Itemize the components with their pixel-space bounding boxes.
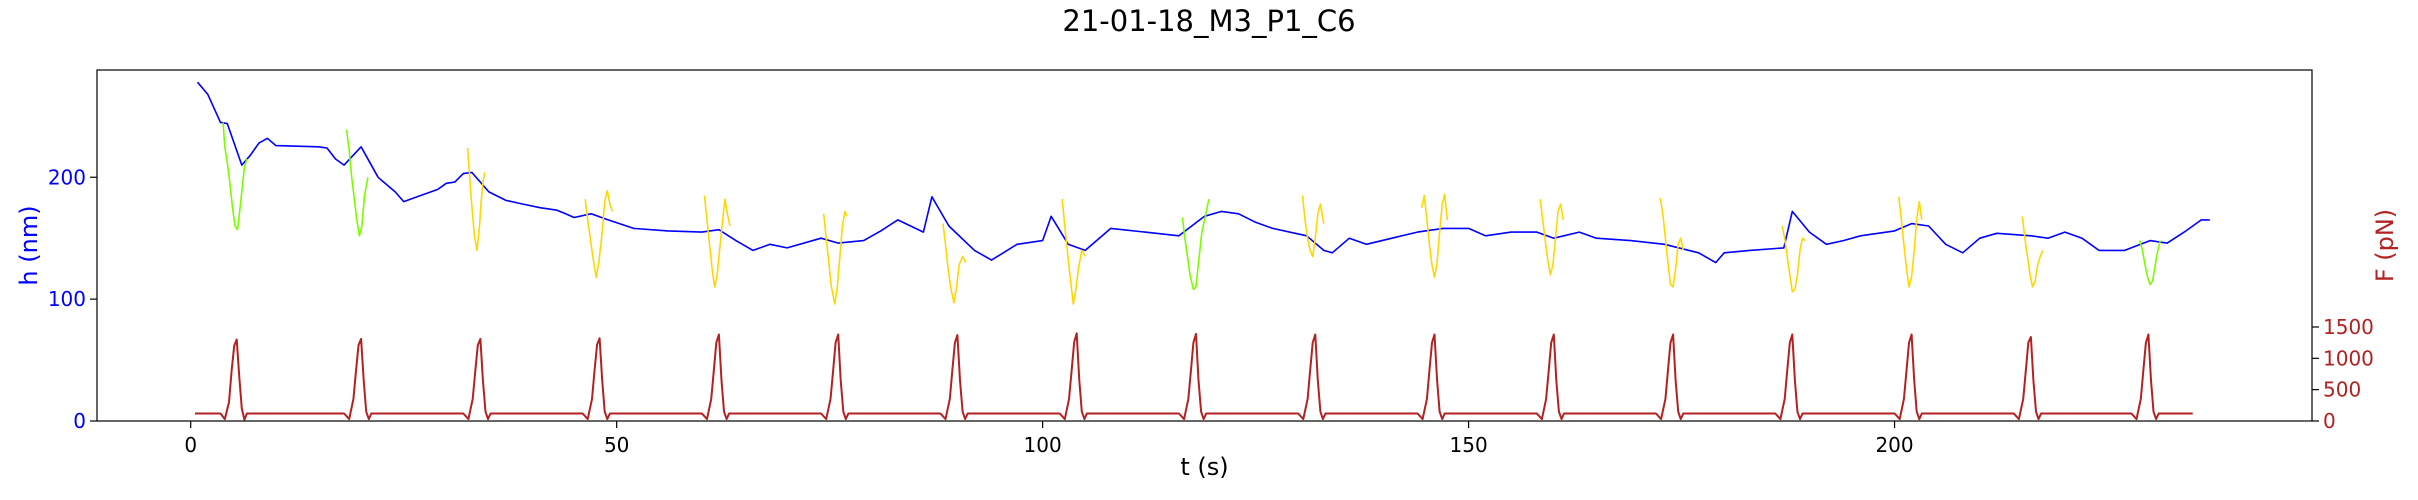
y-tick-label: 200 xyxy=(48,165,86,189)
x-axis-ticks: 0 50 100 150 200 xyxy=(184,421,1914,457)
height-series-line-16 xyxy=(2021,216,2044,288)
height-series-line-12 xyxy=(1539,199,1564,276)
height-series-line-17 xyxy=(2139,240,2162,286)
height-series-line-11 xyxy=(1420,193,1449,278)
x-tick-label: 100 xyxy=(1024,433,1062,457)
x-tick-label: 0 xyxy=(184,433,197,457)
height-series-line-7 xyxy=(942,223,967,304)
series-layer xyxy=(195,81,2210,421)
y-axis-right-ticks: 0 500 1000 1500 xyxy=(2312,315,2374,433)
height-series-line-2 xyxy=(345,129,369,237)
height-series-line-5 xyxy=(703,195,731,288)
height-series-line-8 xyxy=(1061,199,1086,305)
y-axis-left-ticks: 0 100 200 xyxy=(48,165,97,433)
y-tick-label: 0 xyxy=(73,409,86,433)
y-axis-right-label: F (pN) xyxy=(2371,209,2399,282)
y2-tick-label: 0 xyxy=(2323,409,2336,433)
height-series-line-3 xyxy=(466,147,486,252)
height-series-line-0 xyxy=(196,81,2210,264)
plot-frame xyxy=(96,69,2313,422)
y2-tick-label: 500 xyxy=(2323,378,2361,402)
height-series-line-10 xyxy=(1301,195,1325,258)
height-series-line-15 xyxy=(1898,196,1923,288)
height-series-line-9 xyxy=(1181,199,1210,291)
x-tick-label: 50 xyxy=(604,433,629,457)
height-series-line-4 xyxy=(584,189,614,278)
force-series-line xyxy=(195,332,2193,421)
height-series-line-13 xyxy=(1659,197,1685,288)
x-tick-label: 200 xyxy=(1875,433,1913,457)
height-series-line-1 xyxy=(222,122,248,231)
height-series-line-14 xyxy=(1781,225,1806,293)
y-tick-label: 100 xyxy=(48,287,86,311)
y-axis-left-label: h (nm) xyxy=(15,205,43,285)
y2-tick-label: 1000 xyxy=(2323,346,2374,370)
x-tick-label: 150 xyxy=(1450,433,1488,457)
y2-tick-label: 1500 xyxy=(2323,315,2374,339)
x-axis-label: t (s) xyxy=(1180,453,1228,481)
chart-title: 21-01-18_M3_P1_C6 xyxy=(1062,4,1355,38)
height-series-line-6 xyxy=(822,210,848,305)
